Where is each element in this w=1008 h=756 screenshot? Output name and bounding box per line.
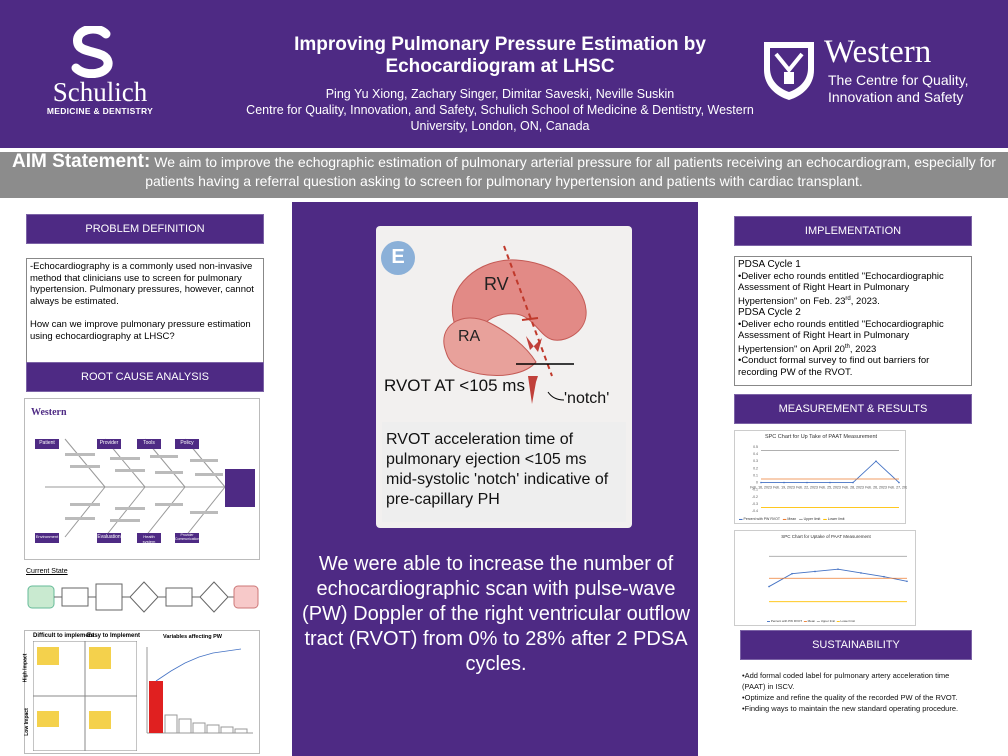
pareto-title: Variables affecting PW — [163, 634, 222, 640]
problem-definition-heading: PROBLEM DEFINITION — [26, 214, 264, 244]
echo-figure: E RV RA RVOT AT <105 ms 'notch' RVOT acc… — [376, 226, 632, 528]
x-tick-label: Feb. 27, 2023 — [888, 486, 907, 490]
problem-text-1: -Echocardiography is a commonly used non… — [30, 261, 254, 307]
fishbone-category: Evaluation — [97, 534, 121, 540]
sustainability-list: •Add formal coded label for pulmonary ar… — [742, 670, 974, 714]
data-point — [837, 568, 839, 570]
fishbone-category: Policy — [180, 440, 194, 446]
y-tick-label: -0.1 — [752, 488, 758, 492]
matrix-low-label: Low Impact — [23, 708, 30, 736]
problem-text-2: How can we improve pulmonary pressure es… — [30, 319, 251, 342]
poster-title: Improving Pulmonary Pressure Estimation … — [294, 34, 706, 77]
fishbone-category: Health system — [142, 534, 156, 544]
implementation-heading: IMPLEMENTATION — [734, 216, 972, 246]
schulich-logo-name: Schulich — [52, 77, 148, 107]
spc-chart-1: SPC Chart for Up Take of PAAT Measuremen… — [734, 430, 907, 524]
x-tick-label: Feb. 25, 2023 — [819, 486, 841, 490]
data-point — [791, 572, 793, 575]
aim-text: We aim to improve the echographic estima… — [145, 154, 996, 189]
y-tick-label: -0.3 — [752, 502, 758, 506]
spc-chart-2-legend: ▬ Percent with PW RVOT ▬ Mean ▬ Upper li… — [767, 619, 855, 623]
y-tick-label: -0.2 — [752, 495, 758, 499]
spc-chart-2: SPC Chart for Uptake of PAAT Measurement… — [734, 530, 916, 626]
author-names: Ping Yu Xiong, Zachary Singer, Dimitar S… — [325, 87, 675, 101]
echo-badge: E — [391, 246, 405, 268]
sustainability-heading: SUSTAINABILITY — [740, 630, 972, 660]
author-affiliation: Centre for Quality, Innovation, and Safe… — [246, 103, 754, 133]
fishbone-category: Tools — [143, 440, 155, 446]
x-tick-label: Feb. 26, 2023 — [865, 486, 887, 490]
schulich-logo-sub: MEDICINE & DENTISTRY — [46, 106, 154, 116]
y-tick-label: -0.4 — [752, 509, 758, 513]
fishbone-category: Provider Communication — [175, 533, 200, 541]
western-logo-sub: The Centre for Quality, Innovation and S… — [828, 72, 969, 105]
current-state-flowchart: Current State — [24, 568, 260, 626]
sustainability-item: •Finding ways to maintain the new standa… — [742, 704, 959, 713]
data-point — [906, 580, 908, 583]
fishbone-category: Patient — [39, 440, 55, 446]
sustainability-item: •Add formal coded label for pulmonary ar… — [742, 671, 950, 691]
echo-rvot-label: RVOT AT <105 ms — [384, 376, 525, 395]
result-statement: We were able to increase the number of e… — [302, 553, 690, 675]
pdsa-cycle-2-survey: •Conduct formal survey to find out barri… — [738, 355, 930, 378]
pdsa-cycle-1-title: PDSA Cycle 1 — [738, 259, 801, 270]
data-point — [783, 481, 785, 484]
aim-label: AIM Statement: — [12, 151, 151, 172]
data-point — [760, 481, 762, 484]
y-tick-label: 0.2 — [753, 466, 758, 470]
pdsa-cycle-2-item: •Deliver echo rounds entitled "Echocardi… — [738, 318, 944, 355]
echo-label-rv: RV — [484, 274, 509, 294]
data-point — [814, 570, 816, 573]
root-cause-heading: ROOT CAUSE ANALYSIS — [26, 362, 264, 392]
echo-caption: RVOT acceleration time of pulmonary ejec… — [386, 431, 609, 508]
fishbone-western-logo: Western — [31, 407, 67, 418]
impact-matrix-and-pareto: Difficult to implement Easy to Implement… — [22, 630, 260, 754]
western-logo-name: Western — [824, 34, 932, 70]
aim-statement: AIM Statement: We aim to improve the ech… — [0, 152, 1008, 198]
echo-label-ra: RA — [458, 328, 481, 345]
schulich-logo-mark — [66, 24, 122, 79]
poster-authors: Ping Yu Xiong, Zachary Singer, Dimitar S… — [240, 86, 760, 134]
data-point — [860, 572, 862, 574]
data-point — [875, 460, 877, 463]
spc-chart-1-title: SPC Chart for Up Take of PAAT Measuremen… — [764, 434, 878, 440]
pdsa-cycle-2-title: PDSA Cycle 2 — [738, 307, 801, 319]
y-tick-label: 0.1 — [753, 473, 758, 477]
data-point — [806, 481, 808, 484]
y-tick-label: 0.3 — [753, 459, 758, 463]
spc-chart-1-legend: ▬ Percent with PW RVOT ▬ Mean ▬ Upper li… — [739, 517, 845, 521]
implementation-box: PDSA Cycle 1 •Deliver echo rounds entitl… — [734, 256, 972, 386]
poster-header — [0, 0, 1008, 148]
matrix-high-label: High Impact — [22, 653, 29, 683]
x-tick-label: Feb. 19, 2023 — [773, 486, 795, 490]
y-tick-label: 0.4 — [753, 452, 758, 456]
measurement-heading: MEASUREMENT & RESULTS — [734, 394, 972, 424]
echo-notch-label: 'notch' — [564, 390, 610, 407]
matrix-easy-label: Easy to Implement — [87, 633, 141, 639]
current-state-label: Current State — [26, 568, 68, 575]
fishbone-category: Environment — [35, 534, 59, 539]
spc-chart-2-title: SPC Chart for Uptake of PAAT Measurement — [781, 534, 871, 539]
data-point — [852, 481, 854, 484]
fishbone-diagram: Western Patient Provider Tools Policy En… — [24, 398, 260, 560]
western-shield-icon — [762, 40, 816, 102]
sustainability-item: •Optimize and refine the quality of the … — [742, 693, 958, 702]
y-tick-label: 0.5 — [753, 445, 758, 449]
x-tick-label: Feb. 22, 2023 — [796, 486, 818, 490]
x-tick-label: Feb. 16, 2023 — [750, 486, 772, 490]
data-point — [883, 575, 885, 578]
data-point — [898, 481, 900, 484]
y-tick-label: 0 — [756, 481, 758, 485]
data-point — [829, 481, 831, 484]
data-point — [768, 585, 770, 588]
problem-definition-box: -Echocardiography is a commonly used non… — [26, 258, 264, 364]
matrix-difficult-label: Difficult to implement — [33, 633, 95, 639]
x-tick-label: Feb. 28, 2023 — [842, 486, 864, 490]
pdsa-cycle-1-item: •Deliver echo rounds entitled "Echocardi… — [738, 270, 944, 307]
fishbone-category: Provider — [99, 440, 119, 446]
